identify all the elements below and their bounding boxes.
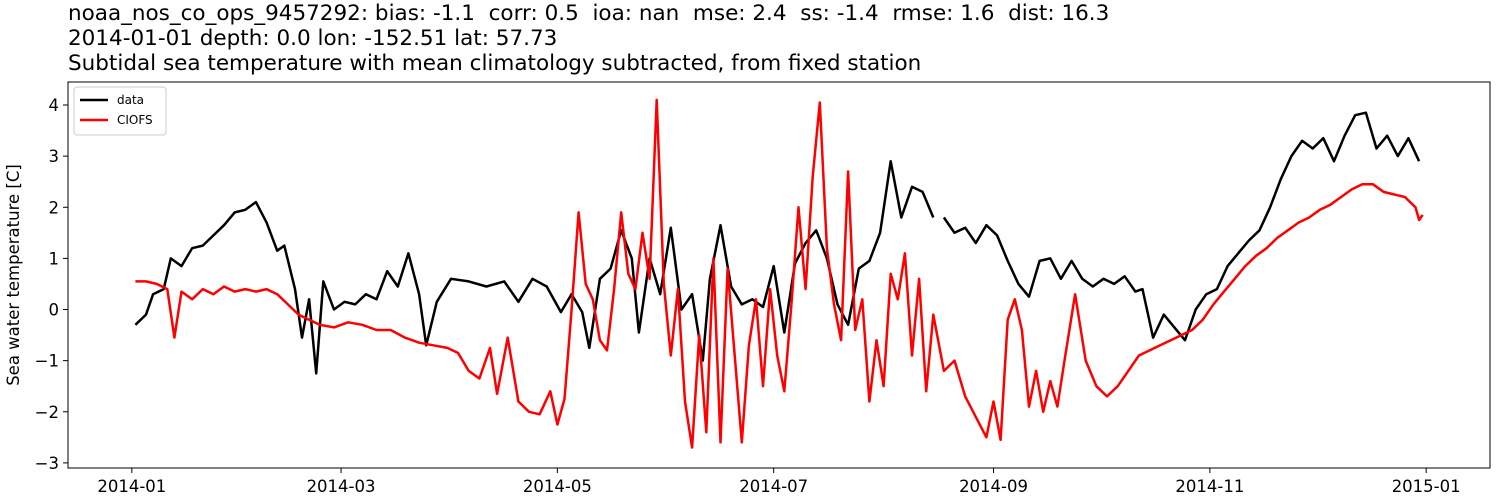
x-axis: 2014-01 2014-03 2014-05 2014-07 2014-09 2014-… [97,468,1461,496]
x-tick-label: 2014-07 [739,477,808,496]
series-line-ciofs [135,98,1424,449]
y-tick-label: −2 [35,403,59,422]
title-line-1: noaa_nos_co_ops_9457292: bias: -1.1 corr… [68,1,1110,26]
y-axis: −3 −2 −1 0 1 2 3 4 [35,96,68,473]
x-tick-label: 2014-09 [959,477,1028,496]
x-tick-label: 2014-05 [523,477,592,496]
x-tick-label: 2014-11 [1175,477,1244,496]
series-layer [134,98,1424,449]
y-tick-label: 2 [49,198,60,217]
y-tick-label: −3 [35,454,59,473]
legend: data CIOFS [73,86,167,136]
series-line-data [134,111,1421,375]
chart-title: noaa_nos_co_ops_9457292: bias: -1.1 corr… [68,1,1109,76]
title-line-3: Subtidal sea temperature with mean clima… [68,51,922,76]
plot-area [67,81,1491,469]
x-tick-label: 2014-01 [97,477,166,496]
legend-label-data: data [117,93,144,107]
y-tick-label: 1 [49,249,60,268]
legend-label-ciofs: CIOFS [117,113,153,127]
y-axis-label: Sea water temperature [C] [4,164,23,386]
x-tick-label: 2014-03 [307,477,376,496]
y-tick-label: 3 [49,147,60,166]
y-tick-label: −1 [35,352,59,371]
y-tick-label: 0 [49,301,60,320]
x-tick-label: 2015-01 [1392,477,1461,496]
title-line-2: 2014-01-01 depth: 0.0 lon: -152.51 lat: … [68,26,558,51]
y-tick-label: 4 [49,96,60,115]
